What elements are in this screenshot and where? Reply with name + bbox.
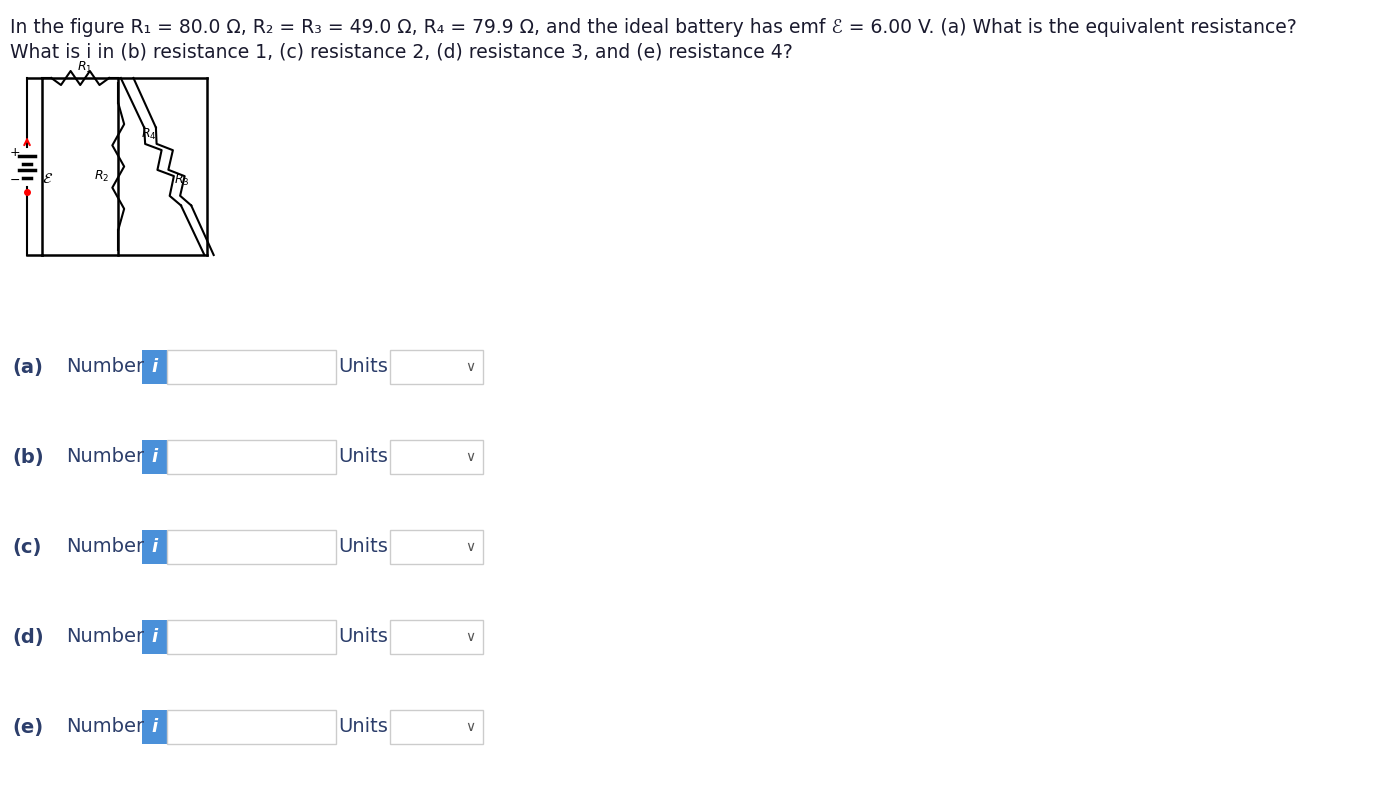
Text: (e): (e) (13, 718, 43, 737)
Text: ∨: ∨ (465, 360, 475, 374)
Text: ∨: ∨ (465, 540, 475, 554)
FancyBboxPatch shape (142, 620, 167, 654)
Text: i: i (152, 448, 157, 466)
Text: (d): (d) (13, 628, 45, 646)
FancyBboxPatch shape (142, 530, 167, 564)
Text: Units: Units (338, 537, 387, 557)
Text: (a): (a) (13, 357, 43, 377)
FancyBboxPatch shape (390, 710, 483, 744)
Text: $R_2$: $R_2$ (93, 169, 109, 184)
FancyBboxPatch shape (142, 440, 167, 474)
Text: i: i (152, 358, 157, 376)
Text: ∨: ∨ (465, 720, 475, 734)
Text: Units: Units (338, 718, 387, 737)
FancyBboxPatch shape (142, 710, 167, 744)
FancyBboxPatch shape (167, 620, 336, 654)
Text: +: + (10, 146, 21, 159)
Text: Number: Number (65, 448, 143, 466)
Text: ∨: ∨ (465, 630, 475, 644)
Text: i: i (152, 718, 157, 736)
Text: $R_4$: $R_4$ (142, 127, 157, 142)
Text: Number: Number (65, 357, 143, 377)
Text: i: i (152, 628, 157, 646)
FancyBboxPatch shape (390, 530, 483, 564)
Text: Number: Number (65, 537, 143, 557)
Text: Units: Units (338, 448, 387, 466)
Text: (c): (c) (13, 537, 42, 557)
Text: Number: Number (65, 718, 143, 737)
Text: Units: Units (338, 628, 387, 646)
FancyBboxPatch shape (167, 530, 336, 564)
Text: −: − (10, 174, 21, 187)
FancyBboxPatch shape (167, 710, 336, 744)
FancyBboxPatch shape (142, 350, 167, 384)
FancyBboxPatch shape (167, 440, 336, 474)
FancyBboxPatch shape (390, 440, 483, 474)
Text: $\mathcal{E}$: $\mathcal{E}$ (42, 171, 53, 186)
FancyBboxPatch shape (390, 350, 483, 384)
Text: (b): (b) (13, 448, 45, 466)
Text: What is i in (b) resistance 1, (c) resistance 2, (d) resistance 3, and (e) resis: What is i in (b) resistance 1, (c) resis… (10, 42, 793, 61)
Text: Units: Units (338, 357, 387, 377)
Text: Number: Number (65, 628, 143, 646)
FancyBboxPatch shape (167, 350, 336, 384)
Text: $R_3$: $R_3$ (174, 173, 189, 188)
Text: $R_1$: $R_1$ (77, 60, 92, 75)
Text: In the figure R₁ = 80.0 Ω, R₂ = R₃ = 49.0 Ω, R₄ = 79.9 Ω, and the ideal battery : In the figure R₁ = 80.0 Ω, R₂ = R₃ = 49.… (10, 18, 1297, 37)
Text: i: i (152, 538, 157, 556)
Text: ∨: ∨ (465, 450, 475, 464)
FancyBboxPatch shape (390, 620, 483, 654)
